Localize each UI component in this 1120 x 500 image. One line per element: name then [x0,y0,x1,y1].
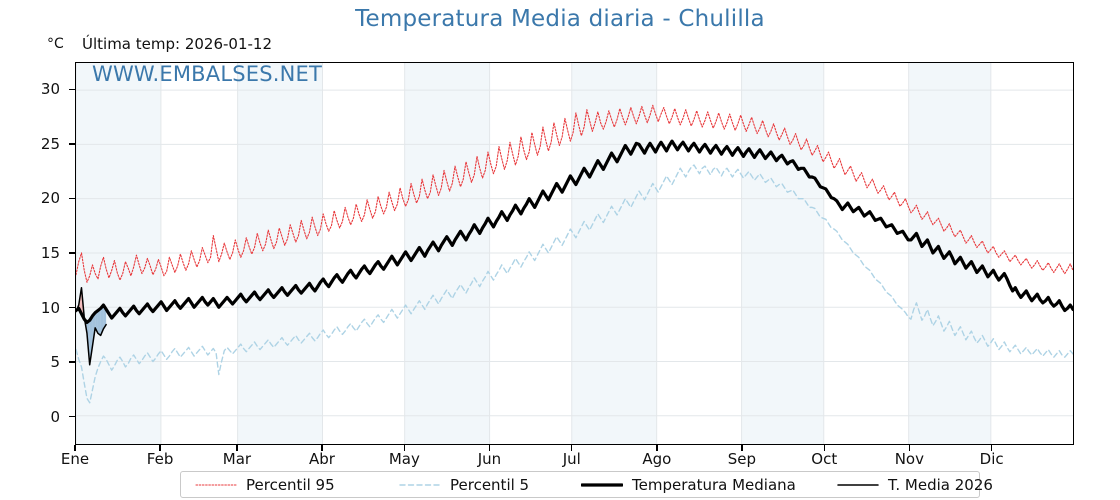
x-tick-mark [488,445,491,451]
y-tick-label: 5 [50,353,60,372]
legend-item-4[interactable]: T. Media 2026 [837,476,993,494]
x-tick-mark [236,445,238,451]
x-tick-label: Nov [894,450,924,468]
y-tick-label: 30 [40,80,60,99]
legend-swatch-line [399,483,441,486]
x-tick-label: Ene [60,450,90,468]
x-tick-label: Jun [477,450,502,468]
x-tick-mark [403,445,406,451]
y-tick-label: 25 [40,134,60,153]
y-tick-mark [69,415,75,418]
x-tick-label: Oct [811,450,838,468]
watermark-label: WWW.EMBALSES.NET [92,62,323,86]
plot-area [75,62,1074,445]
x-tick-label: Ago [642,450,672,468]
x-tick-label: Abr [309,450,335,468]
page-title: Temperatura Media diaria - Chulilla [355,6,765,32]
y-axis-unit-label: °C [47,36,64,52]
y-tick-label: 10 [40,298,60,317]
legend-swatch-line [837,483,879,486]
y-tick-mark [69,361,75,363]
y-tick-mark [69,88,75,90]
last-temp-annotation: Última temp: 2026-01-12 [82,35,273,53]
x-tick-mark [74,445,76,451]
legend-item-2[interactable]: Percentil 5 [399,476,529,494]
y-tick-label: 0 [50,407,60,426]
x-tick-mark [656,445,658,451]
y-tick-label: 15 [40,243,60,262]
y-tick-mark [69,143,75,145]
legend-label: Temperatura Mediana [632,475,796,494]
legend-swatch-line [195,483,237,486]
x-tick-mark [321,445,323,451]
x-tick-mark [571,445,573,451]
legend-label: Percentil 5 [450,475,530,494]
x-tick-label: Jul [562,450,581,468]
x-tick-label: Feb [146,450,174,468]
legend-item-1[interactable]: Percentil 95 [195,476,335,494]
legend-label: Percentil 95 [246,475,335,494]
y-tick-mark [69,306,75,309]
chart-canvas [76,63,1073,444]
x-tick-mark [159,445,161,451]
chart-legend: Percentil 95 Percentil 5 Temperatura Media… [180,471,993,498]
x-tick-label: Sep [727,450,757,468]
legend-label: T. Media 2026 [888,475,993,494]
x-tick-mark [741,445,743,451]
x-tick-label: Dic [979,450,1004,468]
x-tick-label: Mar [222,450,252,468]
legend-item-3[interactable]: Temperatura Mediana [581,476,796,494]
y-tick-label: 20 [40,189,60,208]
x-tick-label: May [388,450,420,468]
legend-swatch-line [581,482,623,487]
x-tick-mark [990,445,993,451]
x-tick-mark [823,445,825,451]
y-tick-mark [69,252,75,254]
y-tick-mark [69,197,75,200]
x-tick-mark [908,445,911,451]
